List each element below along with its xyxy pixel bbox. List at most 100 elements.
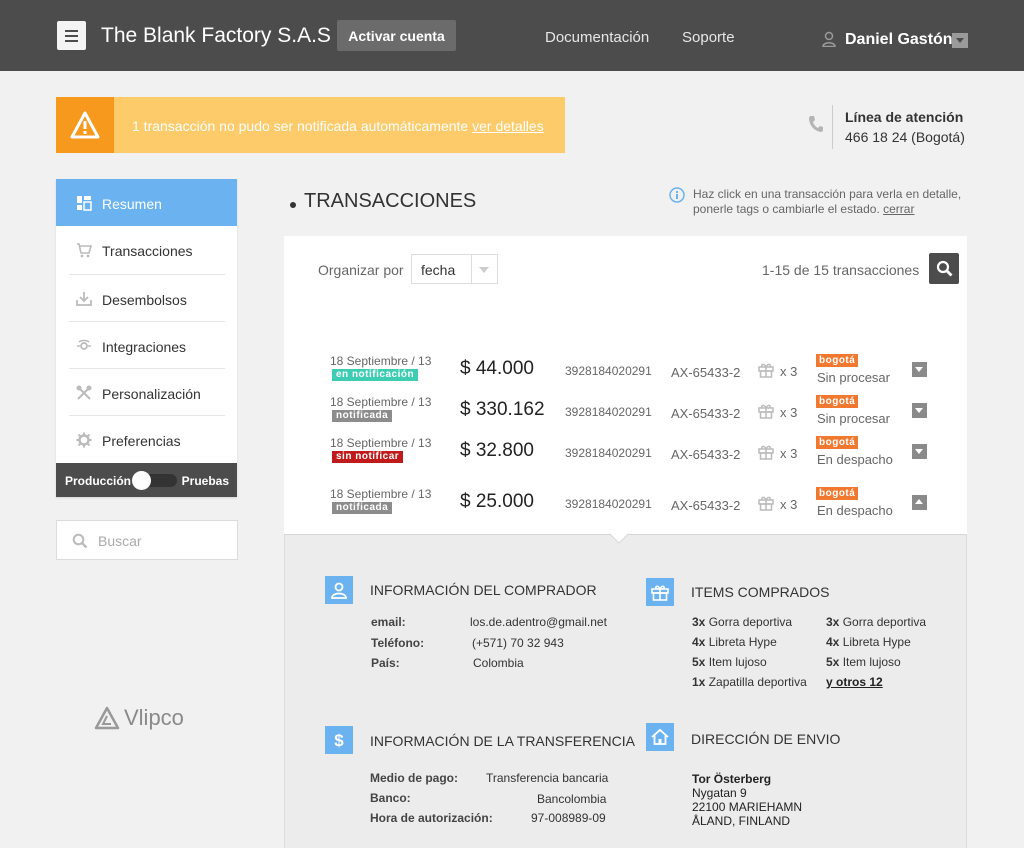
dollar-icon: $ xyxy=(334,731,344,749)
user-icon xyxy=(822,31,836,47)
environment-bar: Producción Pruebas xyxy=(56,463,237,497)
bank-label: Banco: xyxy=(370,791,411,805)
integrations-icon xyxy=(77,339,91,350)
sidebar-item-summary[interactable]: Resumen xyxy=(56,179,237,226)
city-tag: bogotá xyxy=(816,354,859,367)
alert-message: 1 transacción no pudo ser notificada aut… xyxy=(132,118,544,134)
item-quantity: x 3 xyxy=(780,497,798,512)
expand-row-button[interactable] xyxy=(912,362,927,377)
info-hint-line1: Haz click en una transacción para verla … xyxy=(693,187,962,201)
nav-link-documentation[interactable]: Documentación xyxy=(545,29,650,46)
close-hint-link[interactable]: cerrar xyxy=(883,202,915,216)
transaction-date: 18 Septiembre / 13 xyxy=(330,354,432,368)
activate-account-button[interactable]: Activar cuenta xyxy=(337,20,456,51)
sidebar-item-label: Integraciones xyxy=(102,339,187,355)
shipping-address-line: 22100 MARIEHAMN xyxy=(692,800,803,814)
transaction-status: En despacho xyxy=(817,503,893,518)
transaction-code: AX-65433-2 xyxy=(671,406,741,421)
phone-value: (+571) 70 32 943 xyxy=(472,636,564,650)
sidebar-item-label: Personalización xyxy=(102,386,201,402)
transaction-code: AX-65433-2 xyxy=(671,447,741,462)
transaction-reference: 3928184020291 xyxy=(565,446,652,460)
gift-icon xyxy=(758,363,774,378)
warning-alert: 1 transacción no pudo ser notificada aut… xyxy=(56,97,565,153)
phone-label: Teléfono: xyxy=(371,636,425,650)
search-icon xyxy=(936,260,953,277)
purchased-item: 4x Libreta Hype xyxy=(826,635,911,649)
help-line-phone: 466 18 24 (Bogotá) xyxy=(845,129,965,145)
item-qty: 4x xyxy=(692,635,706,649)
sidebar-divider xyxy=(69,321,225,322)
hamburger-menu-button[interactable] xyxy=(57,21,86,50)
vlipco-logo-icon xyxy=(94,706,120,730)
transaction-detail-panel: INFORMACIÓN DEL COMPRADOR email: los.de.… xyxy=(284,534,967,848)
info-icon xyxy=(669,187,685,203)
transaction-row[interactable]: 18 Septiembre / 13 notificada $ 25.000 3… xyxy=(284,487,967,527)
more-items-link[interactable]: y otros 12 xyxy=(826,675,883,689)
info-hint: Haz click en una transacción para verla … xyxy=(693,187,961,217)
transaction-amount: $ 44.000 xyxy=(460,358,534,379)
transaction-amount: $ 330.162 xyxy=(460,399,545,420)
expand-row-button[interactable] xyxy=(912,444,927,459)
item-quantity: x 3 xyxy=(780,405,798,420)
item-name: Zapatilla deportiva xyxy=(708,675,807,689)
country-value: Colombia xyxy=(473,656,524,670)
transaction-row[interactable]: 18 Septiembre / 13 sin notificar $ 32.80… xyxy=(284,436,967,476)
svg-text:$: $ xyxy=(334,731,344,749)
transaction-date: 18 Septiembre / 13 xyxy=(330,436,432,450)
sidebar-divider xyxy=(69,415,225,416)
city-tag: bogotá xyxy=(816,487,859,500)
sidebar-item-disbursements[interactable]: Desembolsos xyxy=(56,275,237,322)
sidebar-item-label: Resumen xyxy=(102,196,162,212)
sidebar-item-label: Desembolsos xyxy=(102,292,187,308)
expand-row-button[interactable] xyxy=(912,403,927,418)
item-name: Gorra deportiva xyxy=(842,615,927,629)
summary-icon xyxy=(77,196,92,211)
cart-icon xyxy=(77,243,92,258)
item-name: Item lujoso xyxy=(708,655,767,669)
items-section-title: ITEMS COMPRADOS xyxy=(691,584,830,600)
transfer-section-title: INFORMACIÓN DE LA TRANSFERENCIA xyxy=(370,733,636,749)
search-input[interactable]: Buscar xyxy=(56,520,238,560)
toggle-knob[interactable] xyxy=(132,471,151,490)
search-button[interactable] xyxy=(929,253,959,284)
user-name[interactable]: Daniel Gastón xyxy=(845,31,953,48)
nav-link-support[interactable]: Soporte xyxy=(682,29,735,46)
purchased-item: 5x Item lujoso xyxy=(826,655,901,669)
notification-badge: notificada xyxy=(332,410,393,422)
email-label: email: xyxy=(371,615,406,629)
sidebar-item-integrations[interactable]: Integraciones xyxy=(56,322,237,369)
collapse-row-button[interactable] xyxy=(912,495,927,510)
gift-icon xyxy=(758,496,774,511)
sidebar-item-label: Preferencias xyxy=(102,433,181,449)
sort-select[interactable]: fecha xyxy=(411,254,498,284)
item-qty: 5x xyxy=(692,655,706,669)
shipping-address-line: ÅLAND, FINLAND xyxy=(692,814,791,828)
sidebar-item-transactions[interactable]: Transacciones xyxy=(56,226,237,273)
environment-toggle[interactable] xyxy=(132,471,177,490)
gift-icon xyxy=(651,585,669,601)
item-qty: 5x xyxy=(826,655,840,669)
phone-icon xyxy=(809,116,823,132)
info-hint-line2: ponerle tags o cambiarle el estado. xyxy=(693,202,880,216)
transaction-amount: $ 25.000 xyxy=(460,491,534,512)
email-value: los.de.adentro@gmail.net xyxy=(470,615,607,629)
transaction-status: En despacho xyxy=(817,452,893,467)
notification-badge: notificada xyxy=(332,502,393,514)
transaction-row[interactable]: 18 Septiembre / 13 en notificación $ 44.… xyxy=(284,354,967,394)
shipping-section-title: DIRECCIÓN DE ENVIO xyxy=(691,731,841,747)
user-menu-dropdown[interactable] xyxy=(952,33,968,48)
user-icon xyxy=(331,582,347,599)
purchased-item: 3x Gorra deportiva xyxy=(692,615,792,629)
transaction-date: 18 Septiembre / 13 xyxy=(330,487,432,501)
sidebar-item-preferences[interactable]: Preferencias xyxy=(56,416,237,463)
section-bullet xyxy=(290,202,296,208)
chevron-down-icon xyxy=(479,267,489,273)
transaction-amount: $ 32.800 xyxy=(460,440,534,461)
transaction-row[interactable]: 18 Septiembre / 13 notificada $ 330.162 … xyxy=(284,395,967,435)
alert-details-link[interactable]: ver detalles xyxy=(472,118,544,134)
item-qty: 4x xyxy=(826,635,840,649)
sidebar-item-customization[interactable]: Personalización xyxy=(56,369,237,416)
sidebar-item-label: Transacciones xyxy=(102,243,193,259)
item-quantity: x 3 xyxy=(780,446,798,461)
